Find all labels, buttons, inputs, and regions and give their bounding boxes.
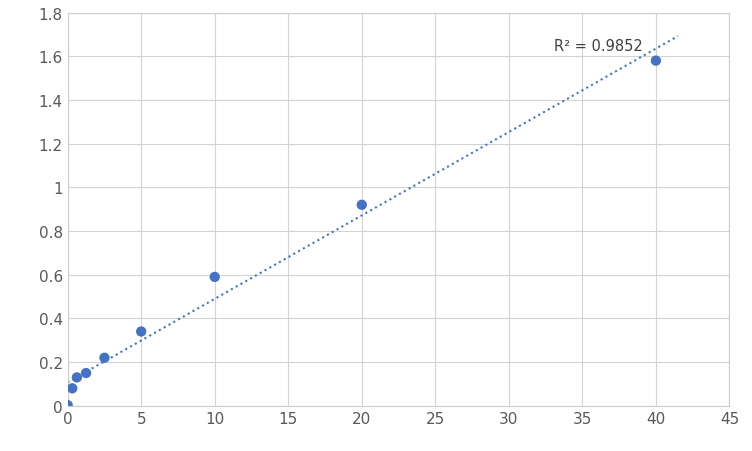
- Point: [135, 328, 147, 336]
- Point: [99, 354, 111, 362]
- Point: [209, 274, 221, 281]
- Point: [356, 202, 368, 209]
- Point: [62, 402, 74, 409]
- Point: [80, 370, 92, 377]
- Text: R² = 0.9852: R² = 0.9852: [554, 39, 643, 54]
- Point: [71, 374, 83, 381]
- Point: [66, 385, 78, 392]
- Point: [650, 58, 662, 65]
